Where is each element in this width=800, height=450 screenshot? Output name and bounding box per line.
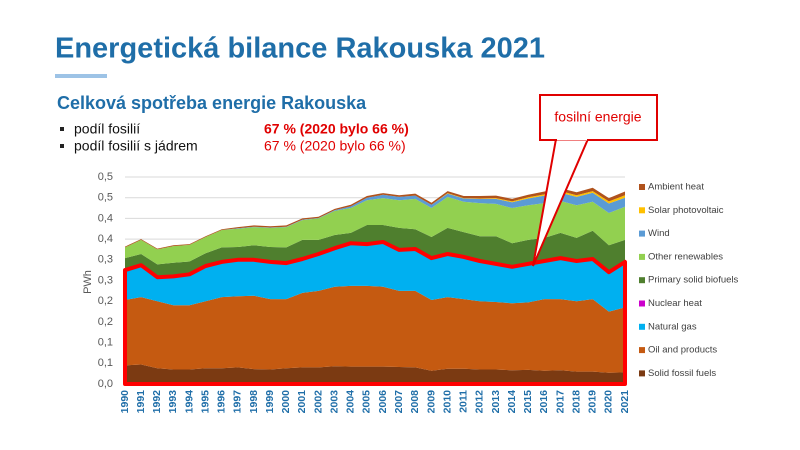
legend-label: Primary solid biofuels bbox=[648, 275, 739, 286]
bullet bbox=[60, 144, 64, 148]
x-tick-label: 2017 bbox=[554, 390, 566, 414]
y-tick-label: 0,1 bbox=[98, 357, 113, 369]
legend-label: Oil and products bbox=[648, 345, 717, 356]
x-tick-label: 2009 bbox=[425, 390, 437, 414]
legend-swatch bbox=[639, 300, 645, 307]
x-tick-label: 1991 bbox=[135, 390, 147, 414]
bullet bbox=[60, 127, 64, 131]
legend-label: Natural gas bbox=[648, 321, 697, 332]
bullet-label: podíl fosilií bbox=[74, 121, 140, 137]
plot: 0,0 0,1 0,1 0,2 0,2 0,3 0,3 0,4 0,4 0,5 0,5 PWh 1990… bbox=[82, 171, 739, 413]
bullet-value: 67 % (2020 bylo 66 %) bbox=[264, 121, 409, 137]
x-tick-label: 1998 bbox=[248, 390, 260, 414]
x-tick-label: 1997 bbox=[232, 390, 244, 414]
y-tick-label: 0,4 bbox=[98, 212, 113, 224]
legend-swatch bbox=[639, 230, 645, 237]
subtitle: Celková spotřeba energie Rakouska bbox=[57, 93, 367, 113]
y-tick-label: 0,0 bbox=[98, 378, 113, 390]
legend-label: Ambient heat bbox=[648, 182, 704, 193]
area-ambient-heat bbox=[125, 187, 625, 250]
y-axis-label: PWh bbox=[82, 270, 94, 294]
title-underline bbox=[55, 74, 107, 78]
legend-label: Wind bbox=[648, 228, 670, 239]
legend-label: Solar photovoltaic bbox=[648, 205, 724, 216]
x-tick-label: 1995 bbox=[199, 390, 211, 414]
x-tick-label: 2018 bbox=[570, 390, 582, 414]
area-other-renewables bbox=[125, 196, 625, 265]
fossil-outline bbox=[123, 240, 627, 386]
area-natural-gas bbox=[125, 242, 625, 312]
x-tick-label: 2020 bbox=[603, 390, 615, 414]
x-tick-label: 2010 bbox=[441, 390, 453, 414]
legend-label: Solid fossil fuels bbox=[648, 368, 716, 379]
x-tick-label: 2013 bbox=[490, 390, 502, 414]
x-tick-label: 1994 bbox=[183, 390, 195, 414]
legend-swatch bbox=[639, 253, 645, 260]
callout-box bbox=[539, 94, 658, 141]
x-tick-label: 2000 bbox=[280, 390, 292, 414]
x-tick-label: 2014 bbox=[506, 390, 518, 414]
x-tick-label: 1993 bbox=[167, 390, 179, 414]
x-tick-label: 2012 bbox=[474, 390, 486, 414]
x-tick-label: 1990 bbox=[119, 390, 131, 414]
bullet-label: podíl fosilií s jádrem bbox=[74, 138, 198, 154]
legend-swatch bbox=[639, 370, 645, 377]
x-tick-label: 2002 bbox=[312, 390, 324, 414]
x-tick-label: 1992 bbox=[151, 390, 163, 414]
y-tick-label: 0,5 bbox=[98, 192, 113, 204]
x-tick-label: 2001 bbox=[296, 390, 308, 414]
x-tick-label: 2008 bbox=[409, 390, 421, 414]
legend-swatch bbox=[639, 184, 645, 190]
area-oil-and-products bbox=[125, 285, 625, 373]
callout-text: fosilní energie bbox=[554, 109, 641, 125]
x-tick-label: 2006 bbox=[377, 390, 389, 414]
y-tick-label: 0,2 bbox=[98, 316, 113, 328]
y-tick-label: 0,3 bbox=[98, 274, 113, 286]
area-wind bbox=[125, 192, 625, 250]
area-solid-fossil-fuels bbox=[125, 364, 625, 384]
legend-label: Other renewables bbox=[648, 251, 723, 262]
x-tick-label: 1996 bbox=[216, 390, 228, 414]
bullet-value: 67 % (2020 bylo 66 %) bbox=[264, 138, 406, 154]
y-tick-label: 0,3 bbox=[98, 254, 113, 266]
slide-title: Energetická bilance Rakouska 2021 bbox=[55, 33, 545, 65]
x-tick-label: 2003 bbox=[328, 390, 340, 414]
legend-swatch bbox=[639, 277, 645, 284]
legend-swatch bbox=[639, 207, 645, 214]
x-tick-label: 2007 bbox=[393, 390, 405, 414]
y-tick-label: 0,2 bbox=[98, 295, 113, 307]
y-tick-label: 0,4 bbox=[98, 233, 113, 245]
x-tick-label: 2011 bbox=[457, 390, 469, 413]
y-tick-label: 0,1 bbox=[98, 337, 113, 349]
x-tick-label: 1999 bbox=[264, 390, 276, 414]
legend-label: Nuclear heat bbox=[648, 298, 702, 309]
x-tick-label: 2015 bbox=[522, 390, 534, 414]
legend-swatch bbox=[639, 347, 645, 354]
legend-swatch bbox=[639, 323, 645, 330]
x-tick-label: 2016 bbox=[538, 390, 550, 414]
x-tick-label: 2019 bbox=[586, 390, 598, 414]
x-tick-label: 2005 bbox=[361, 390, 373, 414]
y-tick-label: 0,5 bbox=[98, 171, 113, 183]
x-tick-label: 2021 bbox=[619, 390, 631, 414]
x-tick-label: 2004 bbox=[345, 390, 357, 414]
